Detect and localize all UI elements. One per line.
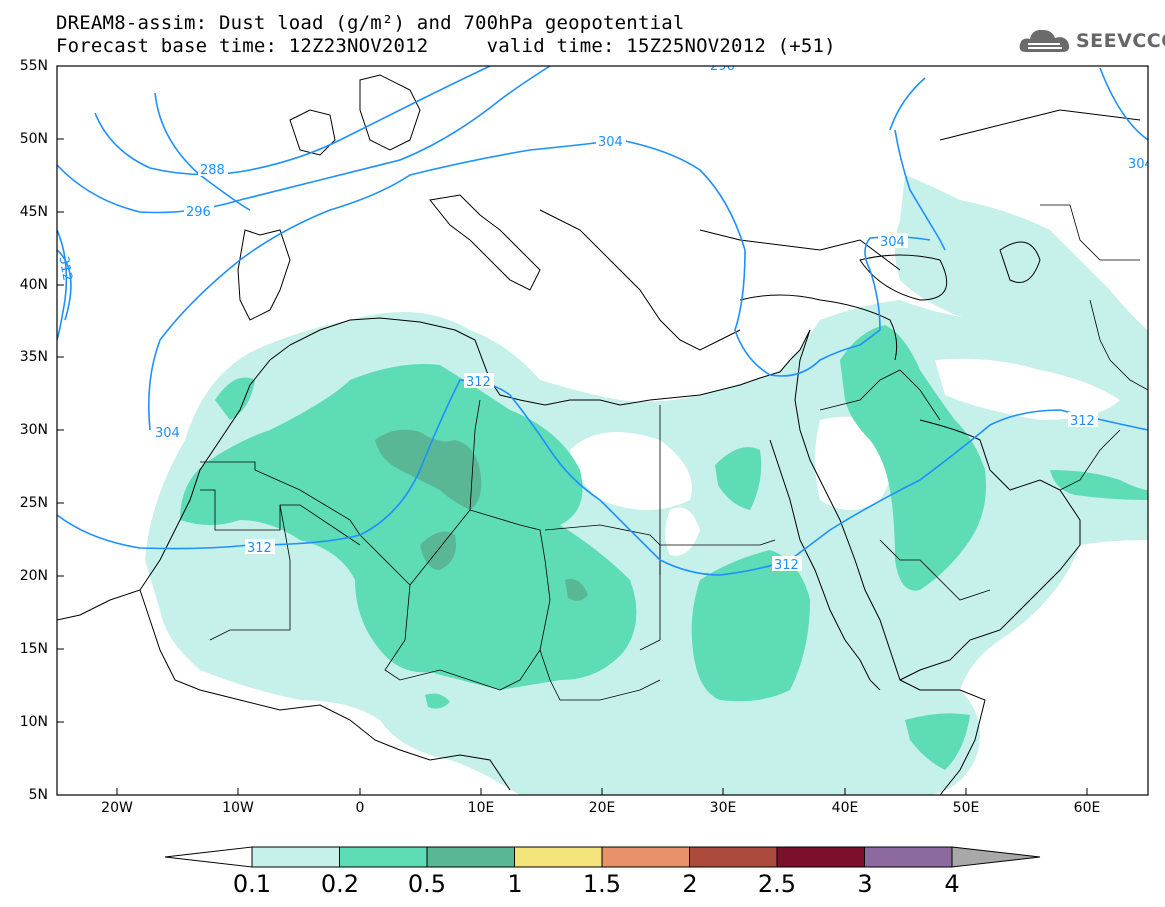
- dust-gap-areas: [555, 358, 1120, 572]
- contour-label: 312: [466, 375, 491, 390]
- colorbar-swatch: [339, 846, 428, 868]
- map-plot-area: 288 296 304 304 304 304 296 312 312 312 …: [56, 59, 1153, 795]
- lat-label: 55N: [19, 58, 48, 74]
- lat-label: 25N: [19, 495, 48, 511]
- dust-layer-0.5: [375, 429, 588, 601]
- colorbar-low-arrow: [164, 846, 253, 868]
- colorbar-high-arrow: [951, 846, 1041, 868]
- map-background: [57, 66, 1148, 795]
- lon-label: 10E: [467, 800, 495, 816]
- contour-label: 312: [247, 541, 272, 556]
- colorbar-swatch: [776, 846, 865, 868]
- cloud-logo-icon: [1019, 29, 1070, 52]
- seevccc-logo: SEEVCCC: [1018, 24, 1165, 58]
- contour-label: 312: [1070, 414, 1095, 429]
- contour-label: 288: [200, 163, 225, 178]
- forecast-times: Forecast base time: 12Z23NOV2012 valid t…: [56, 35, 836, 57]
- contour-label: 304: [598, 135, 623, 150]
- colorbar: [164, 846, 1041, 868]
- coastlines: [57, 74, 1141, 795]
- colorbar-label: 0.1: [232, 870, 272, 898]
- colorbar-swatch: [514, 846, 603, 868]
- contour-label: 304: [1128, 157, 1153, 172]
- lat-label: 35N: [19, 349, 48, 365]
- contour-label: 304: [880, 235, 905, 250]
- lat-label: 30N: [19, 422, 48, 438]
- contour-label: 304: [155, 426, 180, 441]
- colorbar-label: 1.5: [582, 870, 622, 898]
- logo-text: SEEVCCC: [1076, 30, 1165, 52]
- colorbar-swatch: [601, 846, 690, 868]
- colorbar-label: 2: [682, 870, 698, 898]
- contour-label: 296: [186, 205, 211, 220]
- lon-label: 50E: [952, 800, 980, 816]
- dust-layer-0.2: [180, 325, 1148, 770]
- colorbar-label: 0.5: [407, 870, 447, 898]
- colorbar-label: 3: [857, 870, 873, 898]
- contour-labels: 288 296 304 304 304 304 296 312 312 312 …: [56, 59, 1153, 573]
- lon-label: 40E: [831, 800, 859, 816]
- country-borders: [200, 204, 1148, 701]
- lat-label: 5N: [28, 787, 48, 803]
- map-frame: [56, 65, 1149, 796]
- colorbar-swatch: [864, 846, 953, 868]
- lat-label: 40N: [19, 277, 48, 293]
- lat-label: 15N: [19, 641, 48, 657]
- lon-label: 10W: [222, 800, 254, 816]
- colorbar-label: 2.5: [757, 870, 797, 898]
- colorbar-swatch: [251, 846, 340, 868]
- lon-label: 20W: [101, 800, 133, 816]
- lon-label: 0: [355, 800, 365, 816]
- lon-label: 60E: [1073, 800, 1101, 816]
- lat-label: 10N: [19, 714, 48, 730]
- dust-layer-0.1: [145, 175, 1148, 795]
- axis-ticks: [57, 65, 1088, 795]
- lon-label: 20E: [588, 800, 616, 816]
- geopotential-contours: [57, 66, 1148, 576]
- lat-label: 50N: [19, 131, 48, 147]
- colorbar-label: 1: [507, 870, 523, 898]
- lon-label: 30E: [709, 800, 737, 816]
- contour-label: 312: [774, 558, 799, 573]
- lat-label: 45N: [19, 204, 48, 220]
- colorbar-swatch: [426, 846, 515, 868]
- lat-label: 20N: [19, 568, 48, 584]
- contour-label: 296: [710, 59, 735, 74]
- contour-label: 312: [56, 255, 75, 282]
- colorbar-label: 4: [944, 870, 960, 898]
- colorbar-swatch: [689, 846, 778, 868]
- colorbar-label: 0.2: [320, 870, 360, 898]
- map-title: DREAM8-assim: Dust load (g/m²) and 700hP…: [56, 12, 685, 34]
